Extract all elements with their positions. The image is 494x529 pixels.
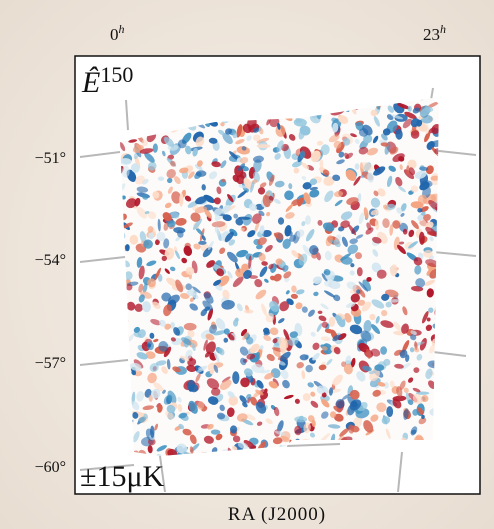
map-pixel-blob xyxy=(357,267,363,276)
map-pixel-blob xyxy=(374,364,384,371)
dec-tick-label: −54° xyxy=(35,252,66,269)
title-superscript: 150 xyxy=(100,62,133,87)
map-pixel-blob xyxy=(257,144,271,148)
dec-tick-label: −57° xyxy=(35,355,66,372)
ra-hour: 23 xyxy=(423,25,440,44)
e-mode-map xyxy=(103,85,456,475)
figure: 0h 23h Ê150 −51° −54° −57° −60° ±15μK RA… xyxy=(0,0,494,529)
x-axis-label: RA (J2000) xyxy=(228,504,326,525)
title-symbol: Ê xyxy=(81,66,100,99)
scale-label: ±15μK xyxy=(80,460,165,493)
map-pixel-blob xyxy=(125,244,130,251)
page: {"map": { "title": {"symbol": "Ê", "supe… xyxy=(0,0,494,529)
ra-hour: 0 xyxy=(110,25,119,44)
ra-unit: h xyxy=(119,22,125,36)
ra-unit: h xyxy=(440,22,446,36)
map-pixel-blob xyxy=(386,302,392,308)
dec-tick-label: −51° xyxy=(35,150,66,167)
dec-tick-label: −60° xyxy=(35,459,66,476)
map-pixel-blob xyxy=(408,106,412,112)
